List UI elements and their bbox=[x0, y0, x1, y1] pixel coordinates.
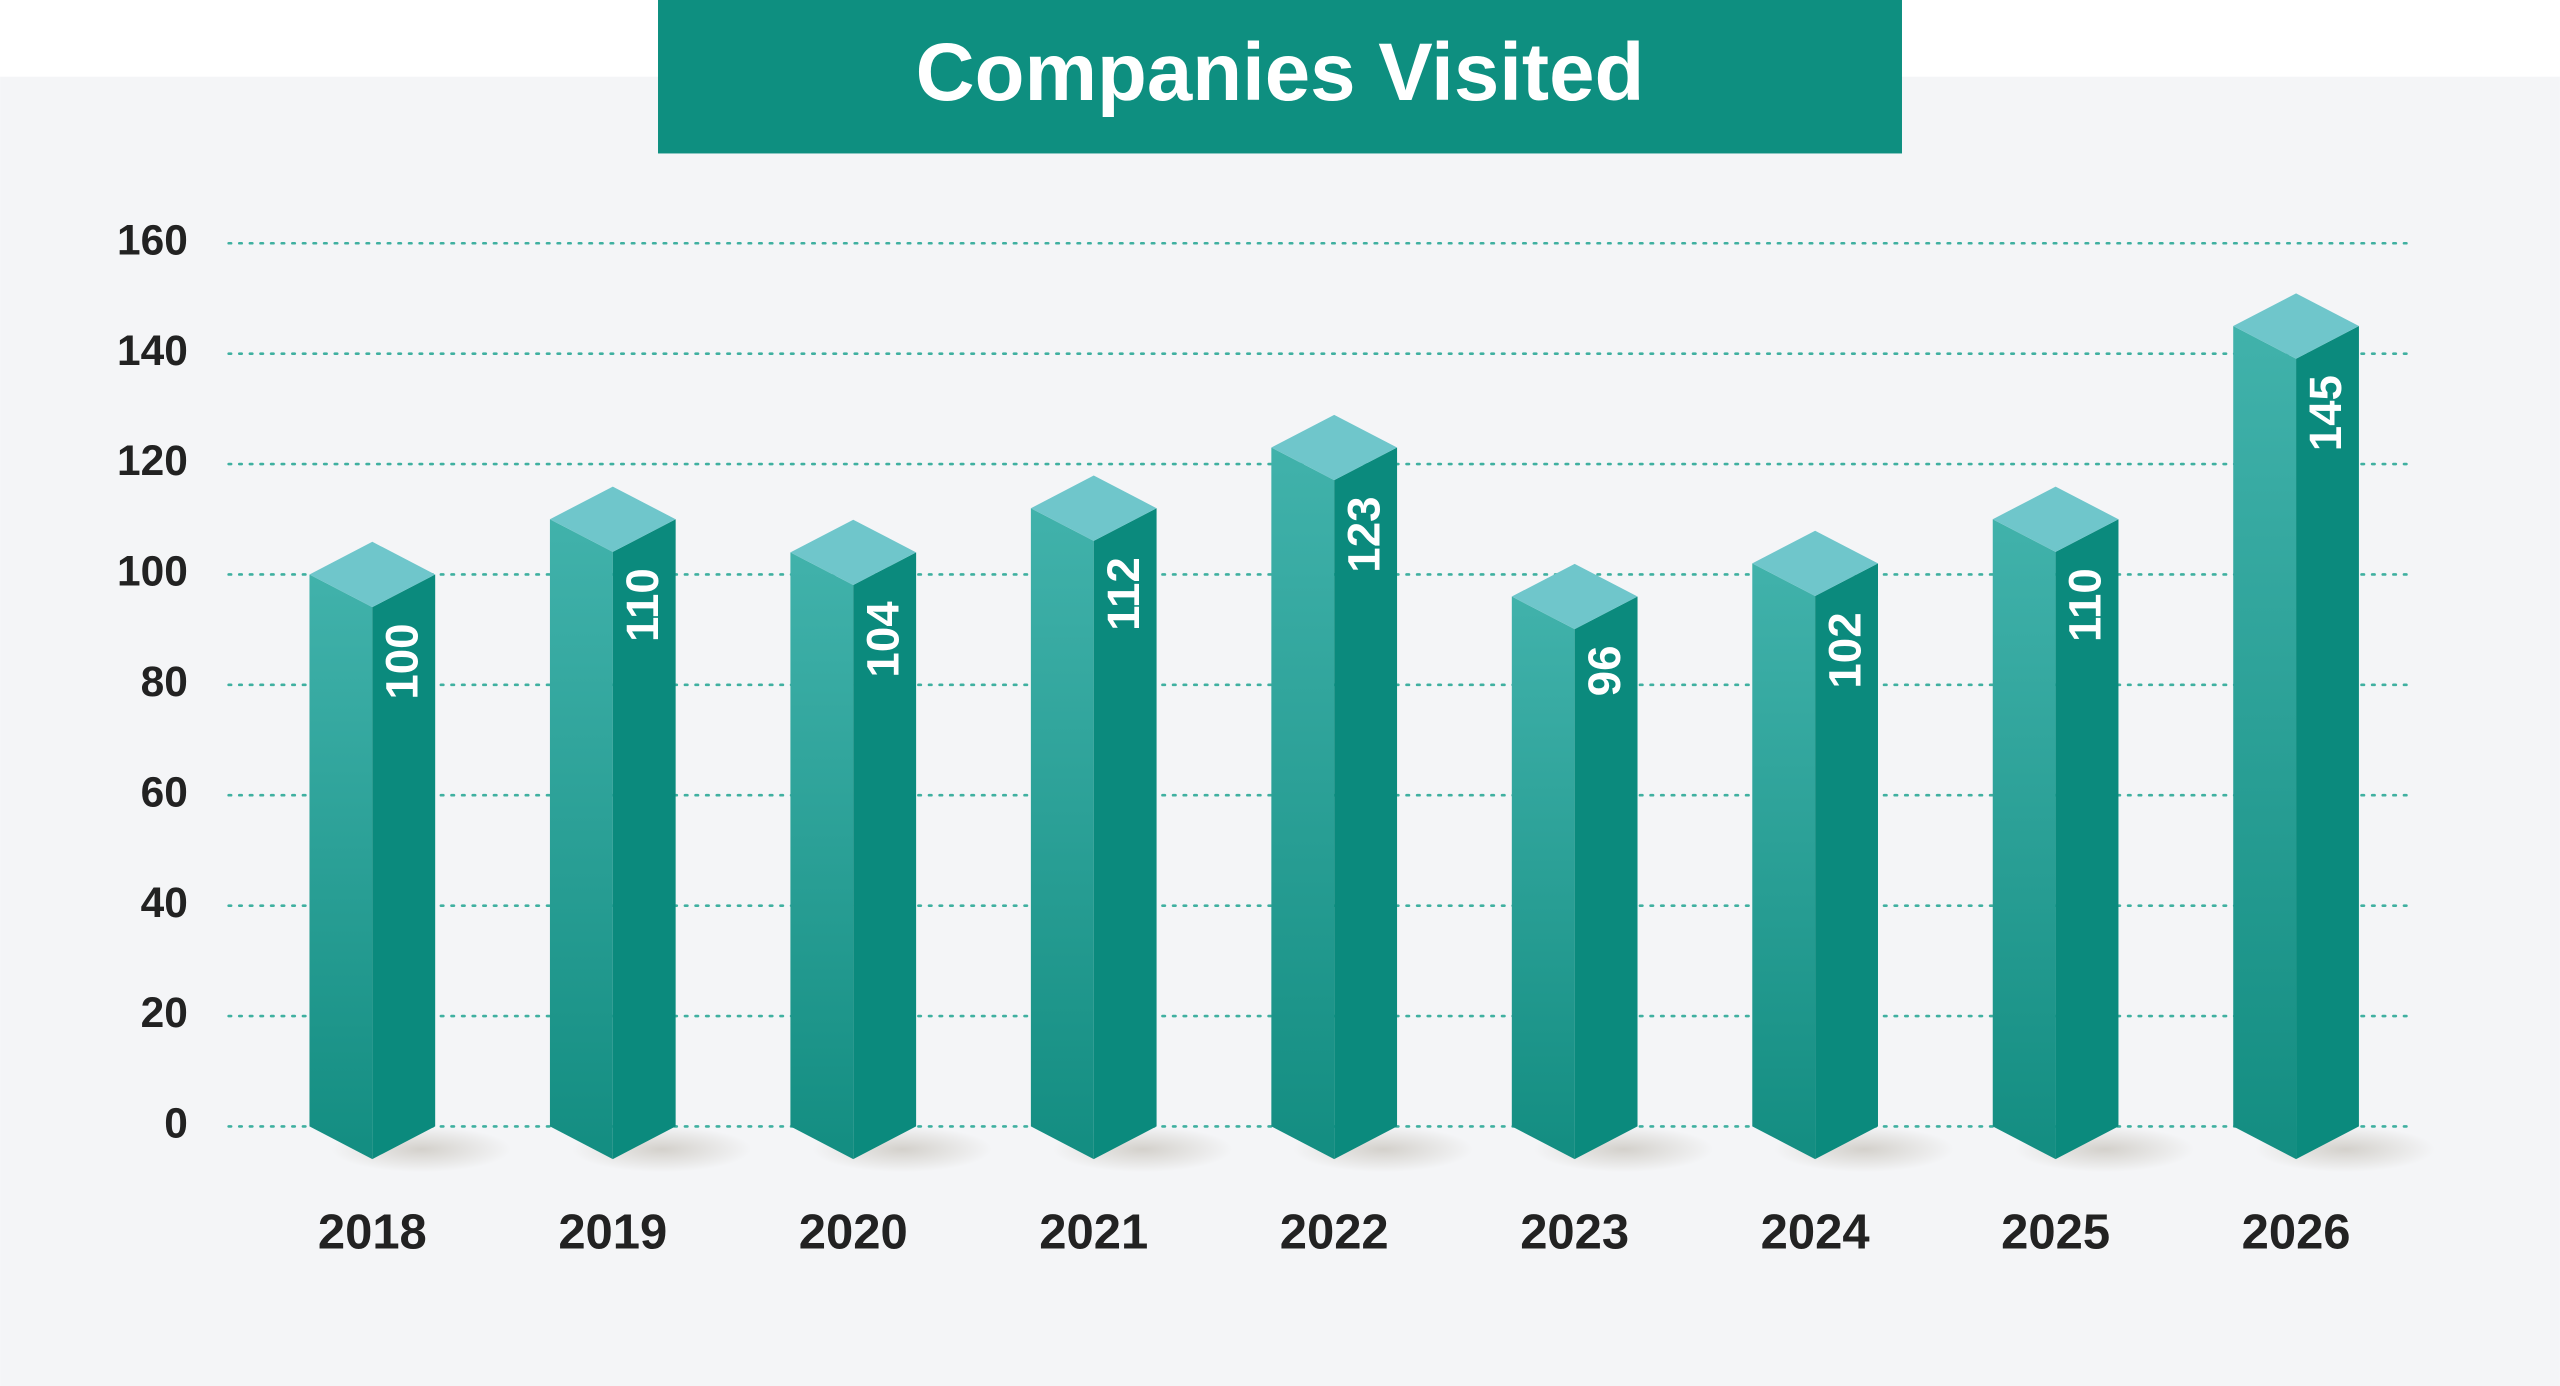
bar-right-face bbox=[1334, 447, 1398, 1160]
bar-left-face bbox=[309, 574, 373, 1160]
bar-right-face bbox=[1574, 596, 1638, 1160]
bar-left-face bbox=[549, 519, 613, 1160]
y-tick-label: 0 bbox=[164, 1100, 188, 1147]
x-tick-label: 2022 bbox=[1280, 1206, 1389, 1260]
x-tick-label: 2026 bbox=[2242, 1206, 2351, 1260]
value-label: 145 bbox=[2300, 375, 2351, 451]
bar-left-face bbox=[790, 552, 854, 1160]
bar-left-face bbox=[1752, 563, 1816, 1160]
bar-right-face bbox=[1815, 563, 1878, 1160]
title-box bbox=[658, 0, 1902, 154]
bar-right-face bbox=[612, 519, 676, 1160]
bar-left-face bbox=[1992, 519, 2056, 1160]
y-tick-label: 140 bbox=[117, 327, 188, 374]
x-tick-label: 2018 bbox=[318, 1206, 427, 1260]
value-label: 110 bbox=[617, 568, 668, 642]
bar-right-face bbox=[853, 552, 917, 1160]
y-tick-label: 40 bbox=[141, 879, 188, 926]
value-label: 100 bbox=[376, 623, 427, 699]
value-label: 104 bbox=[857, 601, 908, 678]
y-tick-label: 20 bbox=[141, 989, 188, 1036]
bar-left-face bbox=[2233, 326, 2297, 1160]
x-tick-label: 2023 bbox=[1520, 1206, 1629, 1260]
value-label: 102 bbox=[1819, 612, 1870, 688]
y-tick-label: 80 bbox=[141, 658, 188, 705]
bar-right-face bbox=[1093, 508, 1157, 1160]
x-tick-label: 2020 bbox=[799, 1206, 908, 1260]
x-tick-label: 2025 bbox=[2001, 1206, 2110, 1260]
y-tick-label: 60 bbox=[141, 768, 188, 815]
bar-left-face bbox=[1030, 508, 1094, 1160]
value-label: 112 bbox=[1098, 557, 1149, 631]
y-tick-label: 120 bbox=[117, 437, 188, 484]
x-tick-label: 2024 bbox=[1761, 1206, 1870, 1260]
value-label: 123 bbox=[1338, 496, 1389, 572]
x-tick-label: 2019 bbox=[558, 1206, 667, 1260]
bar-top bbox=[1271, 414, 1398, 481]
bar-right-face bbox=[2055, 519, 2119, 1160]
bar-top bbox=[1992, 486, 2119, 552]
chart-title: Companies Visited bbox=[916, 27, 1645, 118]
x-tick-label: 2021 bbox=[1039, 1206, 1148, 1260]
value-label: 110 bbox=[2060, 568, 2111, 642]
value-label: 96 bbox=[1579, 645, 1630, 696]
y-tick-label: 100 bbox=[117, 548, 188, 595]
bar-right-face bbox=[2296, 326, 2359, 1160]
bar-right-face bbox=[372, 574, 436, 1160]
y-tick-label: 160 bbox=[117, 216, 188, 263]
bar-left-face bbox=[1271, 447, 1335, 1160]
bar-left-face bbox=[1511, 596, 1575, 1160]
